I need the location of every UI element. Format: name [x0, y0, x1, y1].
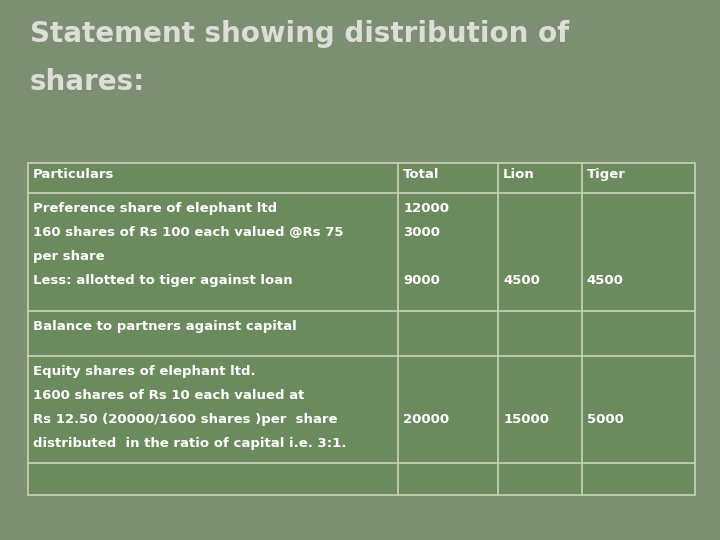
- Text: Tiger: Tiger: [587, 168, 626, 181]
- Text: Particulars: Particulars: [33, 168, 114, 181]
- Text: 4500: 4500: [503, 274, 540, 287]
- Text: 20000: 20000: [403, 413, 449, 426]
- Text: Balance to partners against capital: Balance to partners against capital: [33, 320, 297, 333]
- Text: 9000: 9000: [403, 274, 440, 287]
- Text: Total: Total: [403, 168, 440, 181]
- Text: 4500: 4500: [587, 274, 624, 287]
- Text: Lion: Lion: [503, 168, 535, 181]
- Text: 12000: 12000: [403, 202, 449, 215]
- Text: shares:: shares:: [30, 68, 145, 96]
- Text: 3000: 3000: [403, 226, 440, 239]
- Text: 15000: 15000: [503, 413, 549, 426]
- Bar: [28, 163, 695, 495]
- Text: Less: allotted to tiger against loan: Less: allotted to tiger against loan: [33, 274, 292, 287]
- Text: Statement showing distribution of: Statement showing distribution of: [30, 20, 570, 48]
- Text: 5000: 5000: [587, 413, 624, 426]
- Text: per share: per share: [33, 250, 104, 263]
- Text: 1600 shares of Rs 10 each valued at: 1600 shares of Rs 10 each valued at: [33, 389, 305, 402]
- Text: Rs 12.50 (20000/1600 shares )per  share: Rs 12.50 (20000/1600 shares )per share: [33, 413, 338, 426]
- Text: distributed  in the ratio of capital i.e. 3:1.: distributed in the ratio of capital i.e.…: [33, 437, 346, 450]
- Text: 160 shares of Rs 100 each valued @Rs 75: 160 shares of Rs 100 each valued @Rs 75: [33, 226, 343, 239]
- Text: Preference share of elephant ltd: Preference share of elephant ltd: [33, 202, 277, 215]
- Text: Equity shares of elephant ltd.: Equity shares of elephant ltd.: [33, 365, 256, 378]
